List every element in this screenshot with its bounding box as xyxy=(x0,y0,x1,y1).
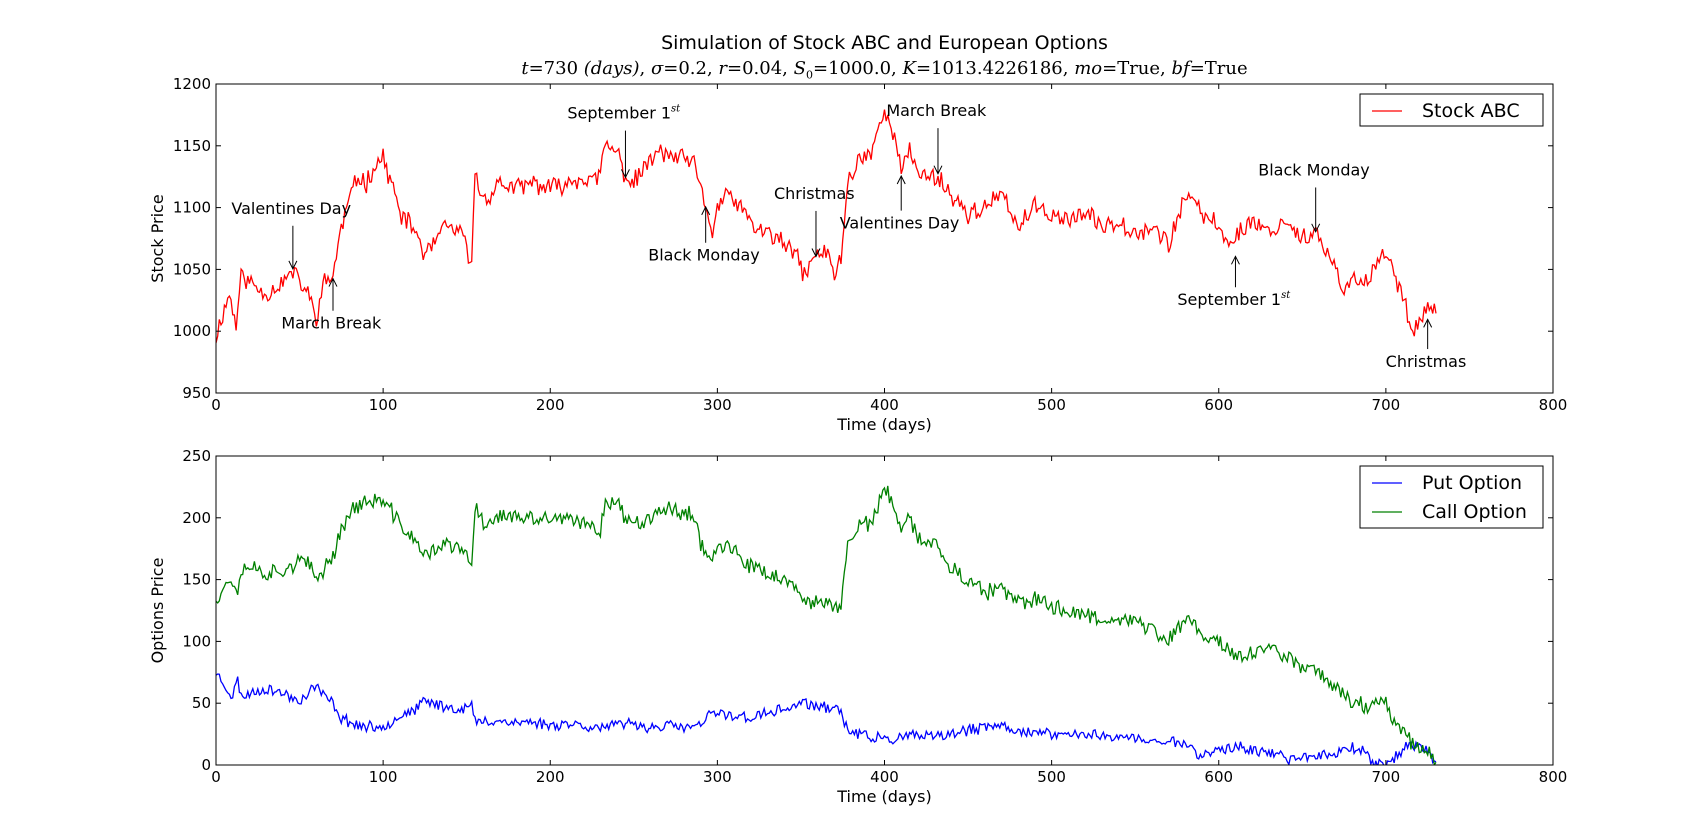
series-line-put-option xyxy=(216,673,1437,765)
y-tick-label: 150 xyxy=(182,571,211,589)
legend-label: Stock ABC xyxy=(1422,100,1520,122)
x-tick-label: 700 xyxy=(1372,396,1401,414)
annotation-label: March Break xyxy=(886,101,987,120)
annotation-arrow-head xyxy=(621,169,630,179)
x-tick-label: 500 xyxy=(1037,396,1066,414)
y-tick-label: 250 xyxy=(182,447,211,465)
x-tick-label: 400 xyxy=(870,768,899,786)
annotation-arrow-head xyxy=(701,205,711,216)
y-tick-label: 1200 xyxy=(173,75,211,93)
x-tick-label: 0 xyxy=(211,768,221,786)
chart-subtitle: t=730 (days), σ=0.2, r=0.04, S0=1000.0, … xyxy=(521,58,1248,82)
annotation-arrow-head xyxy=(1423,318,1433,328)
subtitle-k-value: =1013.4226186, xyxy=(915,58,1069,79)
subtitle-t-value: =730 xyxy=(528,58,579,79)
annotation-label: Black Monday xyxy=(1258,160,1370,179)
plot-frame xyxy=(215,455,1554,766)
annotation-label: September 1st xyxy=(1177,290,1291,309)
x-axis-label: Time (days) xyxy=(836,415,932,434)
x-tick-label: 400 xyxy=(870,396,899,414)
plot-frame xyxy=(215,83,1554,394)
x-tick-label: 300 xyxy=(703,396,732,414)
legend-label: Call Option xyxy=(1422,501,1527,523)
annotation-arrow-head xyxy=(933,165,943,175)
subtitle-bf-value: =True xyxy=(1189,58,1248,79)
annotation-label: Christmas xyxy=(1386,352,1467,371)
annotation-label: March Break xyxy=(281,314,382,333)
x-tick-label: 300 xyxy=(703,768,732,786)
y-tick-label: 200 xyxy=(182,509,211,527)
x-tick-label: 600 xyxy=(1204,768,1233,786)
annotation-arrow-head xyxy=(811,248,821,258)
x-tick-label: 200 xyxy=(536,768,565,786)
subtitle-k: K xyxy=(902,58,916,79)
x-tick-label: 500 xyxy=(1037,768,1066,786)
annotation-label: Black Monday xyxy=(648,246,760,265)
legend-box xyxy=(1359,93,1544,127)
annotation-label: September 1st xyxy=(567,104,681,123)
annotation-label: Christmas xyxy=(774,184,855,203)
annotation-arrow-head xyxy=(288,260,298,270)
annotation-arrow-head xyxy=(1311,223,1321,233)
legend-box xyxy=(1359,465,1544,529)
options-price-panel: 0 100 200 300 400 500 600 700 800 0 50 100 150 200 250… xyxy=(148,447,1567,806)
y-tick-label: 100 xyxy=(182,632,211,650)
subtitle-bf: bf xyxy=(1171,58,1190,79)
subtitle-mo-value: =True, xyxy=(1102,58,1166,79)
y-tick-label: 950 xyxy=(182,384,211,402)
legend-label: Put Option xyxy=(1422,472,1522,494)
subtitle-mo: mo xyxy=(1074,58,1103,79)
x-tick-label: 0 xyxy=(211,396,221,414)
chart-title: Simulation of Stock ABC and European Opt… xyxy=(661,32,1108,54)
x-tick-label: 200 xyxy=(536,396,565,414)
subtitle-s0-value: =1000.0, xyxy=(812,58,897,79)
y-tick-label: 50 xyxy=(192,694,211,712)
subtitle-s0-sub: 0 xyxy=(805,68,813,82)
x-tick-label: 600 xyxy=(1204,396,1233,414)
x-axis-label: Time (days) xyxy=(836,787,932,806)
y-tick-label: 1150 xyxy=(173,137,211,155)
x-tick-label: 100 xyxy=(369,396,398,414)
y-axis-label: Stock Price xyxy=(148,194,167,282)
subtitle-s0: S xyxy=(793,58,806,79)
annotation-superscript: st xyxy=(671,104,681,115)
x-tick-label: 100 xyxy=(369,768,398,786)
y-tick-label: 1050 xyxy=(173,260,211,278)
subtitle-sigma: σ xyxy=(650,58,664,79)
annotation-label: Valentines Day xyxy=(231,199,351,218)
annotation-arrow-head xyxy=(328,277,338,287)
y-tick-label: 1000 xyxy=(173,322,211,340)
series-line-stock-abc xyxy=(216,109,1437,344)
subtitle-days: (days) xyxy=(583,58,640,79)
x-tick-label: 700 xyxy=(1372,768,1401,786)
y-axis-label: Options Price xyxy=(148,558,167,664)
subtitle-r: r xyxy=(718,58,728,79)
y-tick-label: 1100 xyxy=(173,199,211,217)
x-tick-label: 800 xyxy=(1539,768,1568,786)
series-line-call-option xyxy=(216,485,1437,765)
subtitle-t: t xyxy=(521,58,529,79)
annotation-arrow-head xyxy=(896,174,906,185)
annotation-label: Valentines Day xyxy=(840,214,960,233)
annotation-arrow-head xyxy=(1231,255,1240,265)
y-tick-label: 0 xyxy=(201,756,211,774)
x-tick-label: 800 xyxy=(1539,396,1568,414)
annotation-superscript: st xyxy=(1281,290,1291,301)
subtitle-sigma-value: =0.2, xyxy=(663,58,713,79)
subtitle-r-value: =0.04, xyxy=(727,58,788,79)
stock-price-panel: 0 100 200 300 400 500 600 700 800 950 1000 1050 1100… xyxy=(148,75,1567,434)
